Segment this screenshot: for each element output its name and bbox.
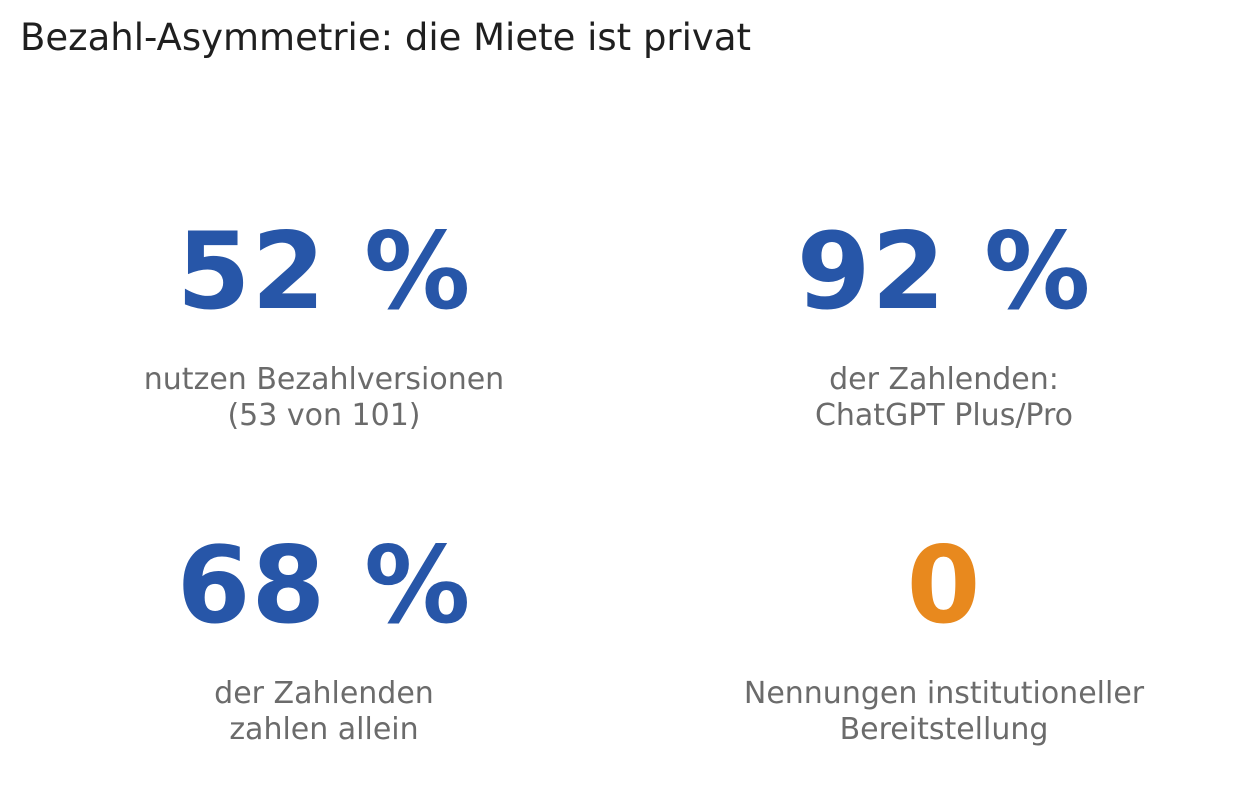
stat-label-line: (53 von 101)	[227, 398, 421, 433]
stat-label-line: der Zahlenden:	[829, 362, 1059, 397]
stat-label: der Zahlenden zahlen allein	[44, 676, 604, 748]
stat-value: 0	[906, 524, 982, 647]
stat-card-chatgpt-share: 92 % der Zahlenden: ChatGPT Plus/Pro	[664, 216, 1224, 434]
stat-label: Nennungen institutioneller Bereitstellun…	[664, 676, 1224, 748]
stat-label-line: Nennungen institutioneller	[743, 676, 1145, 711]
stat-card-paid-versions: 52 % nutzen Bezahlversionen (53 von 101)	[44, 216, 604, 434]
stat-card-pay-alone: 68 % der Zahlenden zahlen allein	[44, 530, 604, 748]
stat-value: 68 %	[176, 524, 472, 647]
page-title: Bezahl-Asymmetrie: die Miete ist privat	[20, 16, 752, 59]
stat-value: 52 %	[176, 210, 472, 333]
stat-label-line: ChatGPT Plus/Pro	[814, 398, 1074, 433]
stat-label-line: Bereitstellung	[839, 712, 1049, 747]
stat-label-line: nutzen Bezahlversionen	[143, 362, 505, 397]
stat-label-line: zahlen allein	[229, 712, 419, 747]
stat-value: 92 %	[796, 210, 1092, 333]
stat-card-institutional: 0 Nennungen institutioneller Bereitstell…	[664, 530, 1224, 748]
stat-label: nutzen Bezahlversionen (53 von 101)	[44, 362, 604, 434]
stat-label: der Zahlenden: ChatGPT Plus/Pro	[664, 362, 1224, 434]
stat-label-line: der Zahlenden	[214, 676, 434, 711]
